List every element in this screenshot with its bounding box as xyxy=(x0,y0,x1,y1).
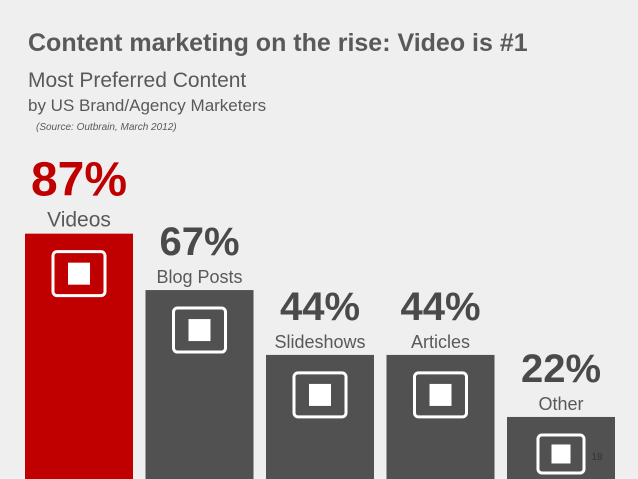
value-label: 67% xyxy=(159,220,239,264)
page-number: 18 xyxy=(591,452,603,463)
icon xyxy=(413,371,468,419)
category-label: Articles xyxy=(411,332,470,352)
icon xyxy=(309,383,331,406)
icon xyxy=(536,433,586,475)
bars: 87%Videos 67% Blog Posts 44% Slideshows 44% Ar… xyxy=(25,154,615,479)
icon xyxy=(172,306,227,354)
category-label: Other xyxy=(538,394,583,414)
value-label: 22% xyxy=(521,347,601,391)
chart-title: Content marketing on the rise: Video is … xyxy=(28,29,528,57)
icon xyxy=(188,319,211,342)
icon xyxy=(551,444,571,464)
value-label: 87% xyxy=(31,154,127,207)
icon xyxy=(292,371,348,419)
icon xyxy=(51,250,107,298)
value-label: 44% xyxy=(280,285,360,329)
chart-subtitle: by US Brand/Agency Marketers xyxy=(28,96,266,115)
category-label: Blog Posts xyxy=(156,267,242,287)
category-label: Slideshows xyxy=(274,332,365,352)
chart-subtitle: Most Preferred Content xyxy=(28,69,246,92)
source-note: (Source: Outbrain, March 2012) xyxy=(36,122,177,133)
icon xyxy=(68,262,90,285)
category-label: Videos xyxy=(47,209,111,232)
icon xyxy=(429,383,452,406)
value-label: 44% xyxy=(400,285,480,329)
bar xyxy=(145,290,254,479)
